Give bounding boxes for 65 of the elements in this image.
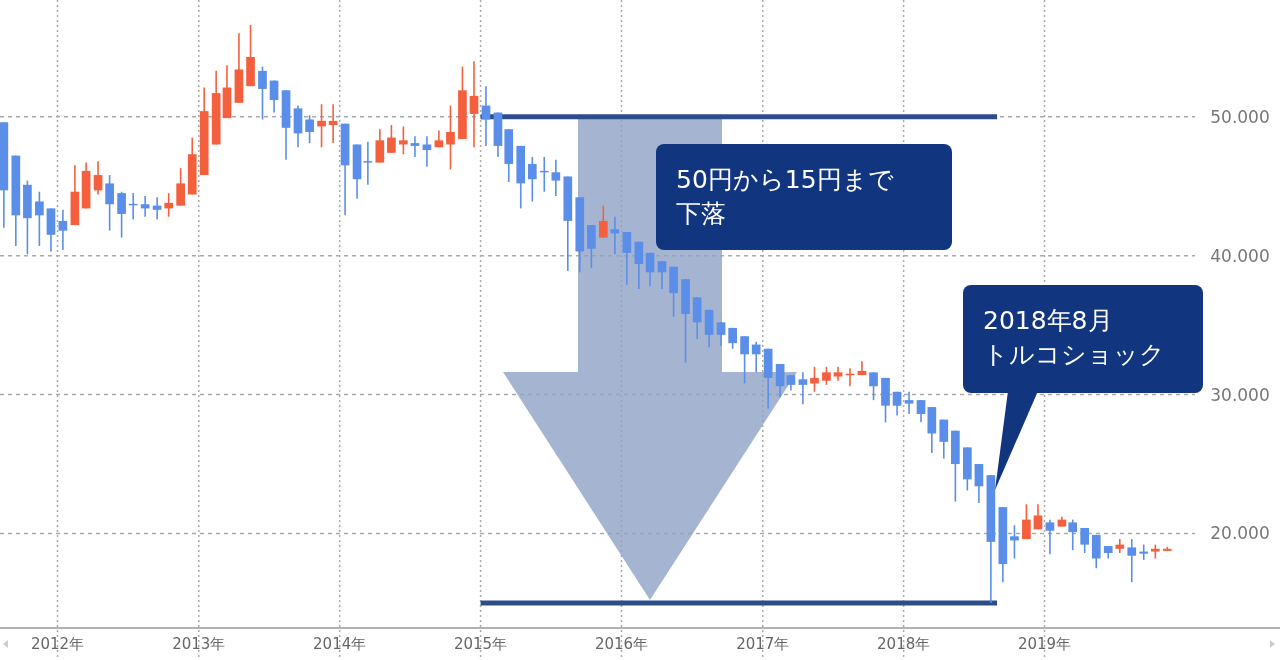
x-tick-label: 2017年 [736, 635, 790, 654]
candlestick [598, 204, 608, 239]
candlestick [1033, 503, 1043, 531]
candlestick [35, 190, 44, 247]
candlestick [410, 135, 420, 158]
candlestick [105, 174, 114, 232]
candlestick [622, 231, 632, 286]
candlestick [645, 252, 655, 288]
candlestick [657, 260, 667, 290]
candlestick [1127, 538, 1137, 583]
candlestick [317, 103, 326, 149]
x-tick-label: 2018年 [877, 635, 931, 654]
annotation: トルコショック [983, 340, 1165, 369]
candlestick [869, 371, 878, 401]
y-tick-label: 50.000 [1210, 106, 1270, 127]
x-tick-label: 2015年 [453, 635, 508, 654]
candlestick [305, 114, 314, 144]
y-tick-label: 40.000 [1210, 245, 1270, 266]
candlestick [258, 65, 267, 121]
x-tick-label: 2016年 [594, 635, 649, 654]
candlestick [469, 60, 479, 149]
x-tick-label: 2012年 [30, 635, 85, 654]
candlestick [1045, 518, 1055, 556]
candlestick [1068, 518, 1078, 551]
x-tick-label: 2013年 [172, 635, 226, 654]
candlestick [904, 391, 914, 415]
candlestick [1091, 534, 1101, 570]
candlestick [527, 156, 537, 203]
candlestick [93, 160, 103, 196]
candlestick [58, 209, 68, 251]
candlestick [751, 340, 761, 374]
annotation: 50円から15円まで [676, 165, 894, 194]
candlestick [1115, 538, 1125, 554]
annotation: 2018年8月 [983, 306, 1113, 335]
candlestick [551, 158, 561, 197]
candlestick [176, 167, 185, 207]
candlestick [974, 463, 984, 504]
y-tick-label: 30.000 [1210, 384, 1270, 405]
candlestick [164, 192, 174, 218]
candlestick [422, 135, 432, 168]
candlestick [117, 190, 126, 239]
candlestick [587, 224, 596, 269]
candlestick [1010, 524, 1019, 560]
candlestick [939, 418, 949, 460]
x-tick-label: 2014年 [313, 635, 367, 654]
candlestick [740, 335, 749, 385]
candlestick [822, 366, 831, 386]
candlestick [1080, 527, 1090, 554]
candlestick [1022, 503, 1031, 540]
candlestick [387, 124, 396, 154]
candlestick [916, 399, 926, 424]
candlestick [269, 79, 279, 114]
candlestick [798, 371, 808, 406]
candlestick [399, 125, 408, 156]
candlestick [775, 363, 785, 399]
candlestick [716, 321, 726, 347]
x-tick-label: 2019年 [1017, 635, 1072, 654]
candlestick [446, 104, 455, 171]
candlestick [363, 140, 373, 186]
candlestick [375, 128, 385, 164]
candlestick [634, 240, 644, 290]
y-tick-label: 20.000 [1210, 523, 1270, 544]
candlestick [810, 366, 819, 393]
annotation: 下落 [676, 199, 726, 228]
candlestick [1139, 543, 1149, 561]
